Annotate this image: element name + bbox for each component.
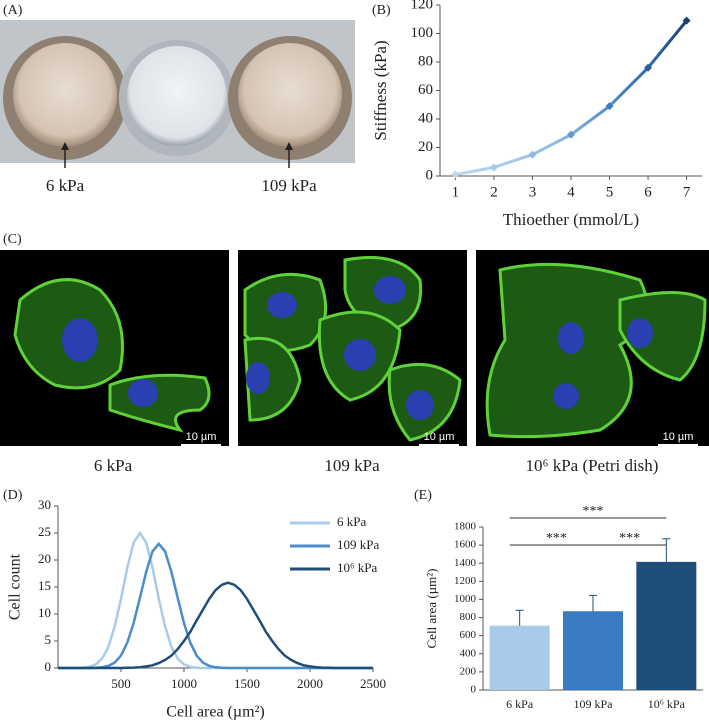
y-tick-label: 400 xyxy=(460,647,477,659)
x-tick-label: 500 xyxy=(111,676,131,691)
panel-label: (D) xyxy=(3,488,23,503)
x-tick-label: 2000 xyxy=(297,676,323,691)
micrograph-caption: 6 kPa xyxy=(94,456,133,475)
y-tick-label: 1400 xyxy=(454,557,477,569)
y-tick-label: 120 xyxy=(411,0,434,12)
scale-bar-label: 10 µm xyxy=(424,431,455,443)
micrograph-caption: 10⁶ kPa (Petri dish) xyxy=(526,456,659,475)
significance-label: *** xyxy=(583,504,604,519)
significance-label: *** xyxy=(619,531,640,546)
x-tick-label: 6 xyxy=(644,184,652,200)
x-tick-label: 5 xyxy=(606,184,614,200)
bar xyxy=(563,611,623,690)
y-tick-label: 60 xyxy=(418,82,433,98)
y-axis-label: Cell count xyxy=(7,553,24,620)
y-tick-label: 200 xyxy=(460,665,477,677)
panel-label: (B) xyxy=(372,3,391,18)
x-tick-label: 3 xyxy=(529,184,537,200)
y-tick-label: 1200 xyxy=(454,575,477,587)
marker xyxy=(682,16,691,25)
x-tick-label: 10⁶ kPa xyxy=(648,697,686,711)
curve xyxy=(58,581,373,670)
y-tick-label: 600 xyxy=(460,629,477,641)
y-tick-label: 1800 xyxy=(454,521,477,533)
y-tick-label: 25 xyxy=(38,524,51,539)
legend-label: 10⁶ kPa xyxy=(337,560,378,575)
marker xyxy=(451,170,460,179)
micrograph xyxy=(476,250,709,447)
legend-label: 109 kPa xyxy=(337,537,379,552)
x-tick-label: 1000 xyxy=(171,676,197,691)
y-tick-label: 1000 xyxy=(454,593,477,605)
y-tick-label: 1600 xyxy=(454,539,477,551)
bar xyxy=(636,561,697,690)
photo-label: 6 kPa xyxy=(46,176,85,195)
panel-label: (E) xyxy=(414,488,432,503)
significance-label: *** xyxy=(546,531,567,546)
y-tick-label: 30 xyxy=(38,497,51,512)
marker xyxy=(605,102,614,111)
y-tick-label: 80 xyxy=(418,53,433,69)
y-tick-label: 100 xyxy=(411,25,434,41)
y-tick-label: 5 xyxy=(45,632,52,647)
y-axis-label: Cell area (µm²) xyxy=(424,569,439,649)
line xyxy=(455,19,688,177)
micrograph xyxy=(0,250,229,447)
x-tick-label: 7 xyxy=(683,184,691,200)
x-tick-label: 1 xyxy=(452,184,460,200)
bar xyxy=(489,625,550,690)
panel-label: (A) xyxy=(3,3,23,18)
y-axis-label: Stiffness (kPa) xyxy=(371,40,390,140)
x-tick-label: 2500 xyxy=(360,676,386,691)
x-axis-label: Thioether (mmol/L) xyxy=(503,210,639,229)
y-tick-label: 10 xyxy=(38,605,51,620)
x-tick-label: 6 kPa xyxy=(506,697,534,711)
y-tick-label: 20 xyxy=(38,551,51,566)
y-tick-label: 0 xyxy=(471,684,477,696)
x-tick-label: 109 kPa xyxy=(574,697,614,711)
legend-label: 6 kPa xyxy=(337,514,366,529)
panel-label: (C) xyxy=(3,232,22,247)
x-tick-label: 4 xyxy=(567,184,575,200)
x-tick-label: 2 xyxy=(490,184,498,200)
marker xyxy=(644,63,653,72)
marker xyxy=(567,130,575,139)
photo-label: 109 kPa xyxy=(261,176,317,195)
marker xyxy=(528,150,537,159)
x-axis-label: Cell area (µm²) xyxy=(166,704,264,721)
photo xyxy=(0,20,355,168)
y-tick-label: 0 xyxy=(426,167,434,183)
y-tick-label: 15 xyxy=(38,578,51,593)
y-tick-label: 20 xyxy=(418,139,433,155)
micrograph-caption: 109 kPa xyxy=(324,456,380,475)
curve xyxy=(58,530,373,670)
y-tick-label: 800 xyxy=(460,611,477,623)
marker xyxy=(489,163,498,172)
x-tick-label: 1500 xyxy=(234,676,260,691)
y-tick-label: 40 xyxy=(418,110,433,126)
micrograph xyxy=(238,250,467,447)
scale-bar-label: 10 µm xyxy=(186,431,217,443)
scale-bar-label: 10 µm xyxy=(663,431,694,443)
y-tick-label: 0 xyxy=(45,659,52,674)
curve xyxy=(58,541,373,670)
